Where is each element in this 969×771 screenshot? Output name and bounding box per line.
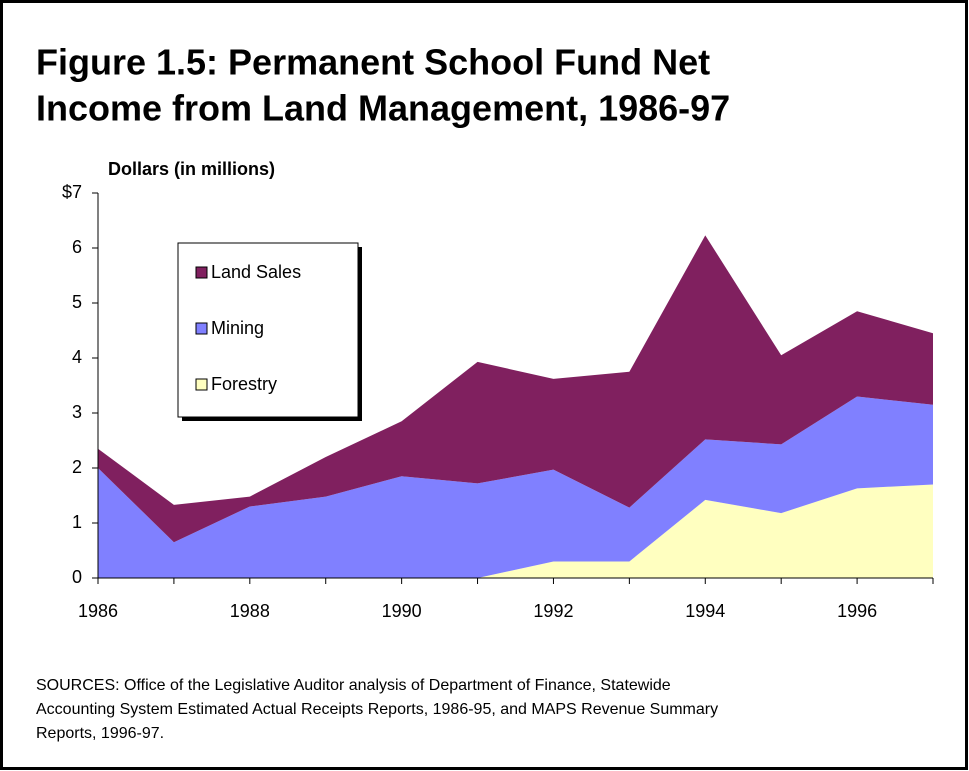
y-tick-label: 1 [72, 512, 82, 532]
legend-swatch [195, 378, 208, 391]
legend [177, 242, 359, 418]
legend-swatch [195, 322, 208, 335]
y-axis-label: Dollars (in millions) [108, 159, 275, 179]
legend-label: Forestry [211, 374, 277, 394]
legend-label: Land Sales [211, 262, 301, 282]
x-tick-label: 1986 [78, 601, 118, 621]
y-tick-label: 0 [72, 567, 82, 587]
y-tick-label: 5 [72, 292, 82, 312]
y-tick-label: 6 [72, 237, 82, 257]
legend-swatch [195, 266, 208, 279]
y-tick-label: $7 [62, 182, 82, 202]
chart-title: Income from Land Management, 1986-97 [36, 88, 730, 129]
y-tick-label: 2 [72, 457, 82, 477]
x-tick-label: 1990 [382, 601, 422, 621]
x-tick-label: 1992 [533, 601, 573, 621]
legend-label: Mining [211, 318, 264, 338]
source: SOURCES: Office of the Legislative Audit… [36, 677, 671, 694]
x-tick-label: 1996 [837, 601, 877, 621]
chart-title: Figure 1.5: Permanent School Fund Net [36, 42, 710, 83]
area [98, 235, 933, 543]
source: Accounting System Estimated Actual Recei… [36, 701, 718, 718]
y-tick-label: 4 [72, 347, 82, 367]
y-tick-label: 3 [72, 402, 82, 422]
source: Reports, 1996-97. [36, 725, 164, 742]
area [98, 396, 933, 578]
x-tick-label: 1994 [685, 601, 725, 621]
x-tick-label: 1988 [230, 601, 270, 621]
area [98, 484, 933, 578]
